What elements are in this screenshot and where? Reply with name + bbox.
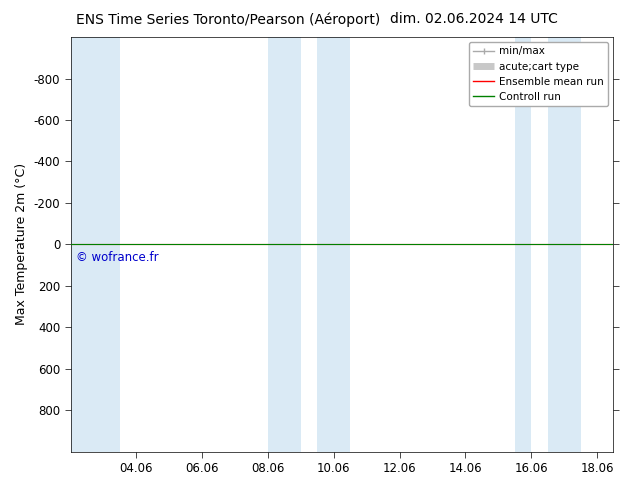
Bar <box>268 37 301 452</box>
Y-axis label: Max Temperature 2m (°C): Max Temperature 2m (°C) <box>15 163 28 325</box>
Text: © wofrance.fr: © wofrance.fr <box>75 250 158 264</box>
Legend: min/max, acute;cart type, Ensemble mean run, Controll run: min/max, acute;cart type, Ensemble mean … <box>469 42 608 106</box>
Bar <box>548 37 581 452</box>
Bar <box>515 37 531 452</box>
Text: ENS Time Series Toronto/Pearson (Aéroport): ENS Time Series Toronto/Pearson (Aéropor… <box>76 12 380 27</box>
Bar <box>318 37 350 452</box>
Bar <box>70 37 120 452</box>
Text: dim. 02.06.2024 14 UTC: dim. 02.06.2024 14 UTC <box>390 12 558 26</box>
